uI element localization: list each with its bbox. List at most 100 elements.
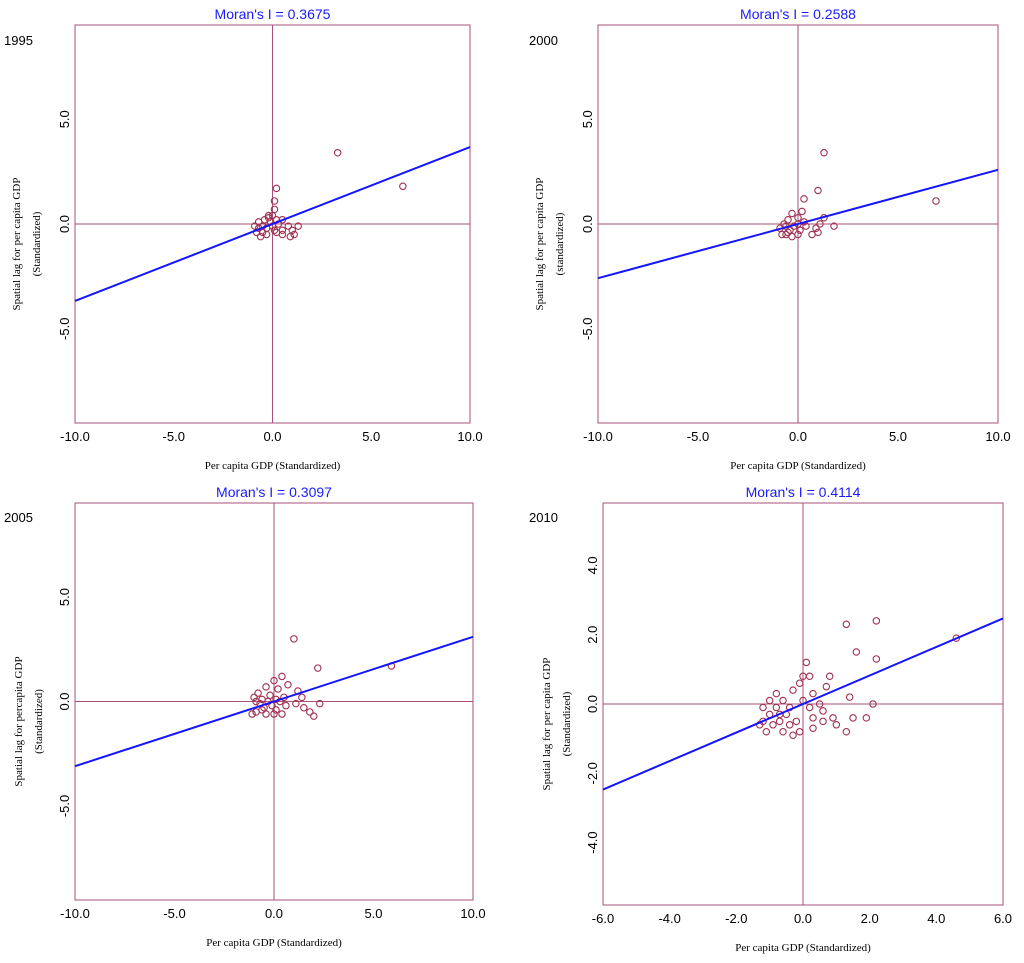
x-tick-label: 6.0 bbox=[994, 911, 1012, 926]
data-point bbox=[779, 696, 787, 705]
x-tick-label: 0.0 bbox=[789, 429, 807, 444]
y-tick-label: -4.0 bbox=[585, 831, 600, 853]
data-point bbox=[795, 727, 804, 736]
data-point bbox=[805, 703, 814, 712]
data-point bbox=[789, 686, 797, 694]
data-point bbox=[250, 693, 258, 702]
data-point bbox=[802, 222, 810, 230]
data-point bbox=[254, 689, 262, 697]
y-tick-label: 0.0 bbox=[580, 215, 595, 233]
data-point bbox=[282, 701, 290, 710]
panel-1995: Moran's I = 0.3675 1995 -10.0 -5.0 0.0 5.0 10.… bbox=[4, 6, 483, 472]
data-point bbox=[270, 710, 278, 718]
chart-title: Moran's I = 0.2588 bbox=[740, 6, 856, 22]
y-axis-label: (Standardized) bbox=[31, 211, 43, 276]
data-point bbox=[270, 197, 279, 205]
data-point bbox=[278, 230, 287, 239]
y-axis-label: (standardized) bbox=[554, 212, 566, 275]
x-tick-label: 0.0 bbox=[265, 906, 283, 921]
data-point bbox=[796, 226, 804, 235]
x-tick-label: -5.0 bbox=[163, 906, 185, 921]
data-point bbox=[769, 721, 777, 729]
x-axis-label: Per capita GDP (Standardized) bbox=[735, 942, 871, 954]
data-point bbox=[872, 617, 881, 625]
data-point bbox=[333, 149, 342, 157]
y-axis-label: Spatial lag for percapita GDP bbox=[13, 656, 25, 786]
x-tick-label: -5.0 bbox=[687, 429, 709, 444]
data-point bbox=[772, 689, 781, 698]
data-point bbox=[779, 727, 787, 736]
data-point bbox=[759, 703, 767, 712]
data-point bbox=[872, 655, 881, 663]
x-tick-label: 5.0 bbox=[362, 429, 380, 444]
x-tick-label: 4.0 bbox=[927, 911, 945, 926]
y-tick-label: 5.0 bbox=[57, 110, 72, 128]
data-point bbox=[798, 207, 806, 216]
y-tick-label: 0.0 bbox=[585, 695, 600, 713]
chart-title: Moran's I = 0.3675 bbox=[215, 6, 331, 22]
data-point bbox=[800, 195, 808, 203]
x-tick-label: -2.0 bbox=[725, 911, 747, 926]
data-point bbox=[264, 213, 273, 222]
y-tick-label: 2.0 bbox=[585, 626, 600, 644]
y-tick-label: -5.0 bbox=[580, 318, 595, 340]
data-point bbox=[762, 727, 771, 736]
y-tick-label: -2.0 bbox=[585, 762, 600, 784]
panel-2005: Moran's I = 0.3097 2005 -10.0 -5.0 0.0 5.0 10.… bbox=[4, 484, 486, 949]
data-point bbox=[952, 634, 961, 642]
data-point bbox=[869, 700, 877, 708]
x-axis-label: Per capita GDP (Standardized) bbox=[206, 937, 342, 949]
data-point bbox=[816, 220, 824, 228]
data-point bbox=[306, 708, 314, 716]
year-label: 2010 bbox=[529, 510, 558, 525]
data-point bbox=[842, 727, 851, 736]
data-point bbox=[278, 226, 287, 235]
data-point bbox=[258, 706, 266, 714]
panel-2000: Moran's I = 0.2588 2000 -10.0 -5.0 0.0 5.0 10.… bbox=[529, 6, 1011, 472]
x-tick-label: 0.0 bbox=[263, 429, 281, 444]
x-axis-label: Per capita GDP (Standardized) bbox=[205, 460, 341, 472]
data-point bbox=[784, 216, 792, 224]
y-axis-label: Spatial lag for per capita GDP bbox=[534, 178, 546, 311]
data-point bbox=[795, 679, 804, 687]
data-point bbox=[802, 658, 811, 667]
x-tick-label: 10.0 bbox=[460, 906, 485, 921]
data-point bbox=[270, 226, 279, 235]
x-tick-label: 10.0 bbox=[457, 429, 482, 444]
y-tick-label: 4.0 bbox=[585, 556, 600, 574]
data-point bbox=[849, 714, 857, 722]
y-tick-label: 5.0 bbox=[57, 588, 72, 606]
chart-title: Moran's I = 0.4114 bbox=[746, 484, 861, 500]
data-point bbox=[830, 222, 838, 230]
y-axis-label: (Standardized) bbox=[33, 689, 45, 754]
year-label: 2000 bbox=[529, 33, 558, 48]
x-tick-label: 5.0 bbox=[889, 429, 907, 444]
x-tick-label: -4.0 bbox=[658, 911, 680, 926]
data-point bbox=[832, 721, 841, 729]
data-point bbox=[772, 703, 781, 712]
data-point bbox=[314, 664, 322, 672]
data-point bbox=[792, 717, 801, 726]
data-point bbox=[789, 731, 797, 739]
y-tick-label: 5.0 bbox=[580, 110, 595, 128]
data-point bbox=[845, 693, 854, 701]
data-point bbox=[290, 230, 298, 239]
data-point bbox=[814, 186, 822, 195]
data-point bbox=[785, 721, 794, 729]
x-tick-label: -10.0 bbox=[583, 429, 613, 444]
data-point bbox=[829, 714, 837, 722]
data-point bbox=[290, 635, 298, 643]
data-point bbox=[270, 676, 278, 685]
data-point bbox=[809, 724, 817, 733]
x-tick-label: -10.0 bbox=[60, 906, 90, 921]
y-tick-label: -5.0 bbox=[57, 795, 72, 817]
data-point bbox=[294, 222, 302, 230]
data-point bbox=[812, 224, 820, 232]
regression-line bbox=[602, 617, 1004, 791]
data-point bbox=[842, 620, 851, 629]
data-point bbox=[278, 672, 286, 681]
data-point bbox=[809, 714, 817, 722]
data-point bbox=[765, 696, 774, 705]
data-point bbox=[278, 710, 286, 718]
data-point bbox=[815, 700, 824, 708]
